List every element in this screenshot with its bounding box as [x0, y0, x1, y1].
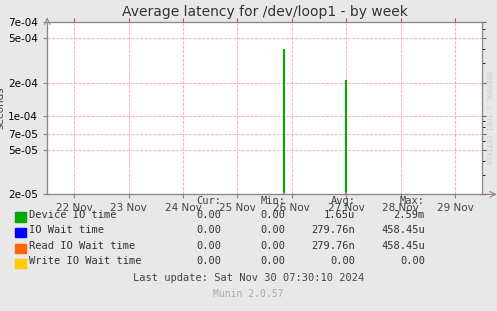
Text: 1.65u: 1.65u: [324, 210, 355, 220]
Text: 2.59m: 2.59m: [394, 210, 425, 220]
Text: 458.45u: 458.45u: [381, 225, 425, 235]
Text: Write IO Wait time: Write IO Wait time: [29, 256, 141, 266]
Text: 0.00: 0.00: [400, 256, 425, 266]
Title: Average latency for /dev/loop1 - by week: Average latency for /dev/loop1 - by week: [122, 5, 408, 19]
Text: 0.00: 0.00: [196, 241, 221, 251]
Text: Cur:: Cur:: [196, 196, 221, 206]
Text: 0.00: 0.00: [196, 225, 221, 235]
Y-axis label: seconds: seconds: [0, 87, 5, 129]
Text: Last update: Sat Nov 30 07:30:10 2024: Last update: Sat Nov 30 07:30:10 2024: [133, 272, 364, 282]
Text: 458.45u: 458.45u: [381, 241, 425, 251]
Text: 279.76n: 279.76n: [312, 225, 355, 235]
Text: 0.00: 0.00: [196, 210, 221, 220]
Text: Munin 2.0.57: Munin 2.0.57: [213, 289, 284, 299]
Text: 0.00: 0.00: [261, 256, 286, 266]
Text: Min:: Min:: [261, 196, 286, 206]
Text: 0.00: 0.00: [261, 225, 286, 235]
Text: Max:: Max:: [400, 196, 425, 206]
Text: 0.00: 0.00: [331, 256, 355, 266]
Text: 279.76n: 279.76n: [312, 241, 355, 251]
Text: Avg:: Avg:: [331, 196, 355, 206]
Text: 0.00: 0.00: [261, 241, 286, 251]
Text: Read IO Wait time: Read IO Wait time: [29, 241, 135, 251]
Text: IO Wait time: IO Wait time: [29, 225, 104, 235]
Text: Device IO time: Device IO time: [29, 210, 116, 220]
Text: 0.00: 0.00: [196, 256, 221, 266]
Text: RRDTOOL / TOBI OETIKER: RRDTOOL / TOBI OETIKER: [485, 72, 491, 165]
Text: 0.00: 0.00: [261, 210, 286, 220]
